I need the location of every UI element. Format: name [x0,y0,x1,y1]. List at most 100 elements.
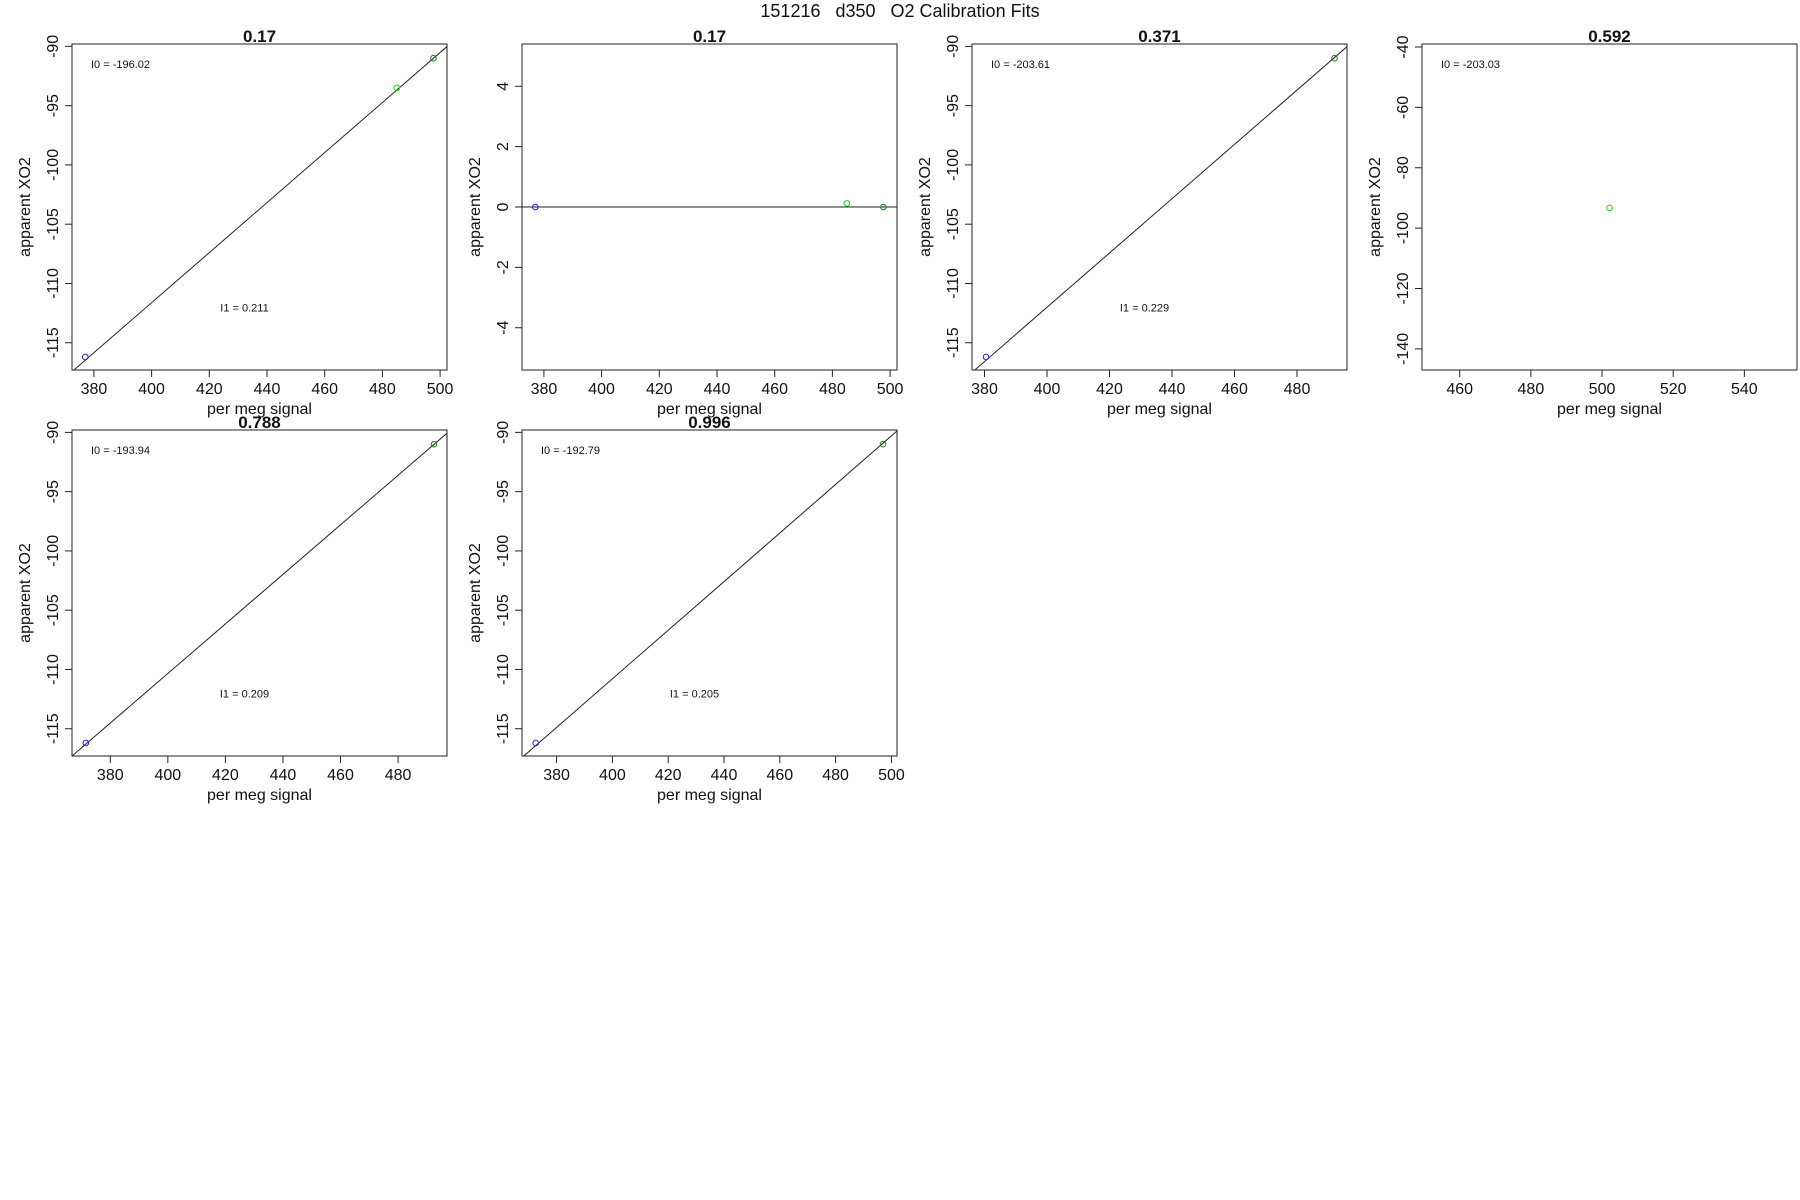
panel-4-y-tick-label-1: -60 [1395,96,1412,119]
panel-6-y-tick-label-4: -110 [495,654,512,685]
panel-3-y-tick-label-4: -110 [945,268,962,299]
panel-3-x-tick-label-2: 420 [1096,381,1123,398]
panel-4-x-tick-label-0: 460 [1446,381,1473,398]
panel-5-y-axis-label: apparent XO2 [17,543,34,643]
panel-2-x-tick-label-4: 460 [761,381,788,398]
panel-6-data-point-1 [879,440,887,448]
panel-6-x-axis-label: per meg signal [657,787,762,804]
panel-4-title: 0.592 [1588,27,1631,46]
panel-3-x-tick-label-4: 460 [1221,381,1248,398]
panel-1-fit-annotation-0: I0 = -196.02 [91,59,150,71]
panel-6-x-tick-label-1: 400 [599,767,626,784]
panel-6-x-tick-label-6: 500 [878,767,905,784]
panel-5-x-tick-label-2: 420 [212,767,239,784]
panel-4-y-axis-label: apparent XO2 [1367,157,1384,257]
panel-3-fit-annotation-0: I0 = -203.61 [991,59,1050,71]
panel-6-y-axis-label: apparent XO2 [467,543,484,643]
panel-5-y-tick-label-4: -110 [45,654,62,685]
panel-3-y-tick-label-5: -115 [945,327,962,358]
panel-3-y-tick-label-0: -90 [945,35,962,58]
panel-4-x-axis-label: per meg signal [1557,401,1662,418]
panel-2-y-tick-label-1: 2 [495,142,512,151]
panel-5-y-tick-label-5: -115 [45,713,62,744]
panel-3-title: 0.371 [1138,27,1181,46]
panel-6-y-tick-label-0: -90 [495,421,512,444]
panel-5-y-tick-label-1: -95 [45,480,62,503]
panel-5-fit-annotation-1: I1 = 0.209 [220,688,269,700]
figure-title: 151216 d350 O2 Calibration Fits [760,1,1040,21]
panel-5-y-tick-label-3: -105 [45,594,62,626]
panel-5-fit-line [72,432,447,756]
panel-6-x-tick-label-5: 480 [822,767,849,784]
panel-1-x-tick-label-2: 420 [196,381,223,398]
panel-6-fit-annotation-0: I0 = -192.79 [541,445,600,457]
panel-6-x-tick-label-3: 440 [711,767,738,784]
panel-6-y-tick-label-1: -95 [495,480,512,503]
panel-5-plot-frame [71,429,448,757]
panel-2-x-tick-label-1: 400 [588,381,615,398]
panel-1-data-point-1 [393,84,401,92]
panel-2-y-tick-label-0: 4 [495,82,512,91]
panel-3-y-tick-label-2: -100 [945,149,962,181]
panel-4: 0.592 460 480 500 520 540 per meg signal -40 -60… [1367,27,1798,418]
panel-1-title: 0.17 [243,27,276,46]
panel-6-y-tick-label-2: -100 [495,535,512,567]
panel-1-y-tick-label-3: -105 [45,208,62,240]
panel-5-fit-annotation-0: I0 = -193.94 [91,445,150,457]
panel-2-data-point-2 [880,203,887,211]
panel-4-y-tick-label-0: -40 [1395,35,1412,58]
panel-5-x-tick-label-0: 380 [97,767,124,784]
panel-1-y-tick-label-4: -110 [45,268,62,299]
panel-2-y-tick-label-2: 0 [495,202,512,211]
panel-1-x-tick-label-5: 480 [369,381,396,398]
panel-4-data-point-0 [1606,204,1613,212]
panel-6-fit-annotation-1: I1 = 0.205 [670,688,719,700]
panel-5-y-tick-label-2: -100 [45,535,62,567]
panel-5-data-point-0 [82,739,90,747]
panel-1-data-point-2 [430,54,437,62]
panel-2-y-tick-label-4: -4 [495,321,512,335]
panel-1-x-tick-label-6: 500 [427,381,454,398]
panel-3-y-tick-label-3: -105 [945,208,962,240]
panel-6: 0.996 380 400 420 440 460 480 500 per meg signal… [467,413,905,804]
panel-4-x-tick-label-1: 480 [1518,381,1545,398]
panel-3-x-tick-label-1: 400 [1034,381,1061,398]
panel-3-fit-line [974,46,1347,370]
panel-3-data-point-1 [1331,54,1338,62]
panel-6-fit-line [523,430,897,756]
panel-5-x-tick-label-5: 480 [385,767,412,784]
panel-3-fit-annotation-1: I1 = 0.229 [1120,302,1169,314]
panel-1-plot-frame [71,43,448,371]
panel-6-y-tick-label-5: -115 [495,713,512,744]
panel-6-x-tick-label-2: 420 [655,767,682,784]
panel-3-x-tick-label-3: 440 [1159,381,1186,398]
panel-1-y-axis-label: apparent XO2 [17,157,34,257]
panel-3: 0.371 380 400 420 440 460 480 per meg signal -90… [917,27,1348,418]
panel-5-x-tick-label-1: 400 [154,767,181,784]
panel-1-y-tick-label-2: -100 [45,149,62,181]
panel-5-x-tick-label-3: 440 [270,767,297,784]
panel-4-y-tick-label-4: -120 [1395,272,1412,304]
panel-1-y-tick-label-5: -115 [45,327,62,358]
panel-2-data-point-1 [843,200,851,207]
panel-3-y-tick-label-1: -95 [945,94,962,117]
panel-2-x-tick-label-5: 480 [819,381,846,398]
panel-2-x-tick-label-0: 380 [531,381,558,398]
panel-1-y-tick-label-1: -95 [45,94,62,117]
panel-1-x-axis-label: per meg signal [207,401,312,418]
panel-6-x-tick-label-0: 380 [543,767,570,784]
panel-3-x-axis-label: per meg signal [1107,401,1212,418]
panel-3-x-tick-label-0: 380 [971,381,998,398]
panel-5-x-tick-label-4: 460 [327,767,354,784]
panel-2-x-tick-label-2: 420 [646,381,673,398]
panel-4-fit-annotation-0: I0 = -203.03 [1441,59,1500,71]
panel-2-x-tick-label-6: 500 [877,381,904,398]
panel-3-data-point-0 [982,353,990,361]
panel-6-y-tick-label-3: -105 [495,594,512,626]
panel-5-data-point-1 [430,440,438,448]
panel-1-x-tick-label-1: 400 [138,381,165,398]
panel-2-x-axis-label: per meg signal [657,401,762,418]
panel-1-x-tick-label-3: 440 [254,381,281,398]
